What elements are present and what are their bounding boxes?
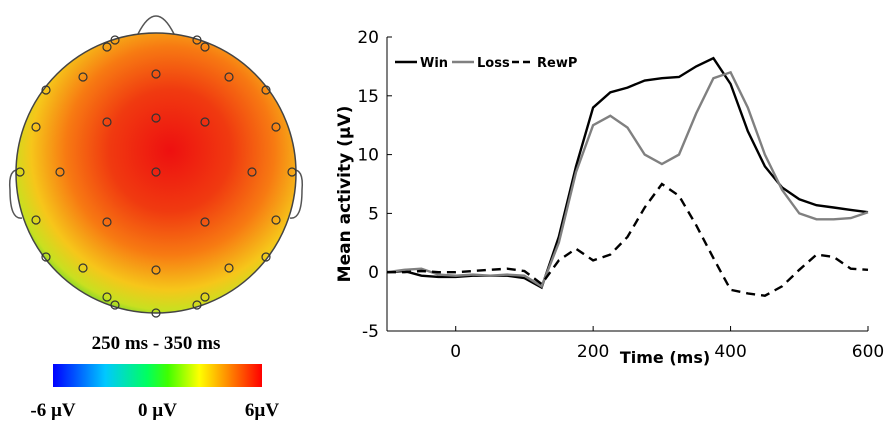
x-tick-label: 400 <box>714 342 746 362</box>
colorbar-label: 6µV <box>245 400 279 421</box>
x-tick-label: 0 <box>450 342 461 362</box>
electrode <box>192 35 202 45</box>
y-tick-label: 20 <box>357 28 379 48</box>
series-line <box>386 70 869 289</box>
electrode <box>151 167 161 177</box>
electrode <box>102 217 112 227</box>
electrode <box>224 72 234 82</box>
electrode <box>200 117 210 127</box>
electrode <box>110 35 120 45</box>
electrode <box>151 265 161 275</box>
legend-label: Loss <box>477 56 510 71</box>
x-tick-label: 200 <box>577 342 609 362</box>
scalp-map <box>15 32 297 314</box>
colorbar <box>53 364 262 387</box>
electrode <box>261 252 271 262</box>
electrode <box>41 85 51 95</box>
colorbar-label: -6 µV <box>30 400 76 421</box>
electrode <box>102 42 112 52</box>
legend-label: RewP <box>537 56 577 71</box>
electrode <box>31 215 41 225</box>
electrode <box>41 252 51 262</box>
y-tick-label: 0 <box>368 263 379 283</box>
y-axis-label: Mean activity (µV) <box>335 106 355 283</box>
map-title: 250 ms - 350 ms <box>92 333 221 354</box>
electrode <box>271 122 281 132</box>
electrode <box>102 292 112 302</box>
electrode <box>247 167 257 177</box>
x-tick-label: 600 <box>852 342 884 362</box>
electrode <box>200 217 210 227</box>
electrode <box>31 122 41 132</box>
series-line <box>387 182 869 297</box>
electrode <box>200 292 210 302</box>
y-tick-label: 5 <box>368 204 379 224</box>
electrode <box>261 85 271 95</box>
electrode <box>192 300 202 310</box>
electrode <box>55 167 65 177</box>
legend-label: Win <box>420 56 448 71</box>
series-line <box>386 56 869 290</box>
electrode <box>151 308 161 318</box>
colorbar-label: 0 µV <box>138 400 177 421</box>
electrode <box>102 117 112 127</box>
electrode <box>78 263 88 273</box>
electrode <box>15 167 25 177</box>
y-tick-label: 15 <box>357 87 379 107</box>
electrode <box>151 69 161 79</box>
head <box>8 15 304 314</box>
y-tick-label: 10 <box>357 146 379 166</box>
electrode <box>110 300 120 310</box>
electrode <box>287 167 297 177</box>
electrode <box>151 113 161 123</box>
x-axis-label: Time (ms) <box>620 348 710 367</box>
electrode <box>78 72 88 82</box>
y-tick-label: -5 <box>362 322 379 342</box>
nose <box>137 15 175 35</box>
electrode <box>271 215 281 225</box>
electrode <box>224 263 234 273</box>
electrode <box>200 42 210 52</box>
electrodes <box>15 35 297 318</box>
